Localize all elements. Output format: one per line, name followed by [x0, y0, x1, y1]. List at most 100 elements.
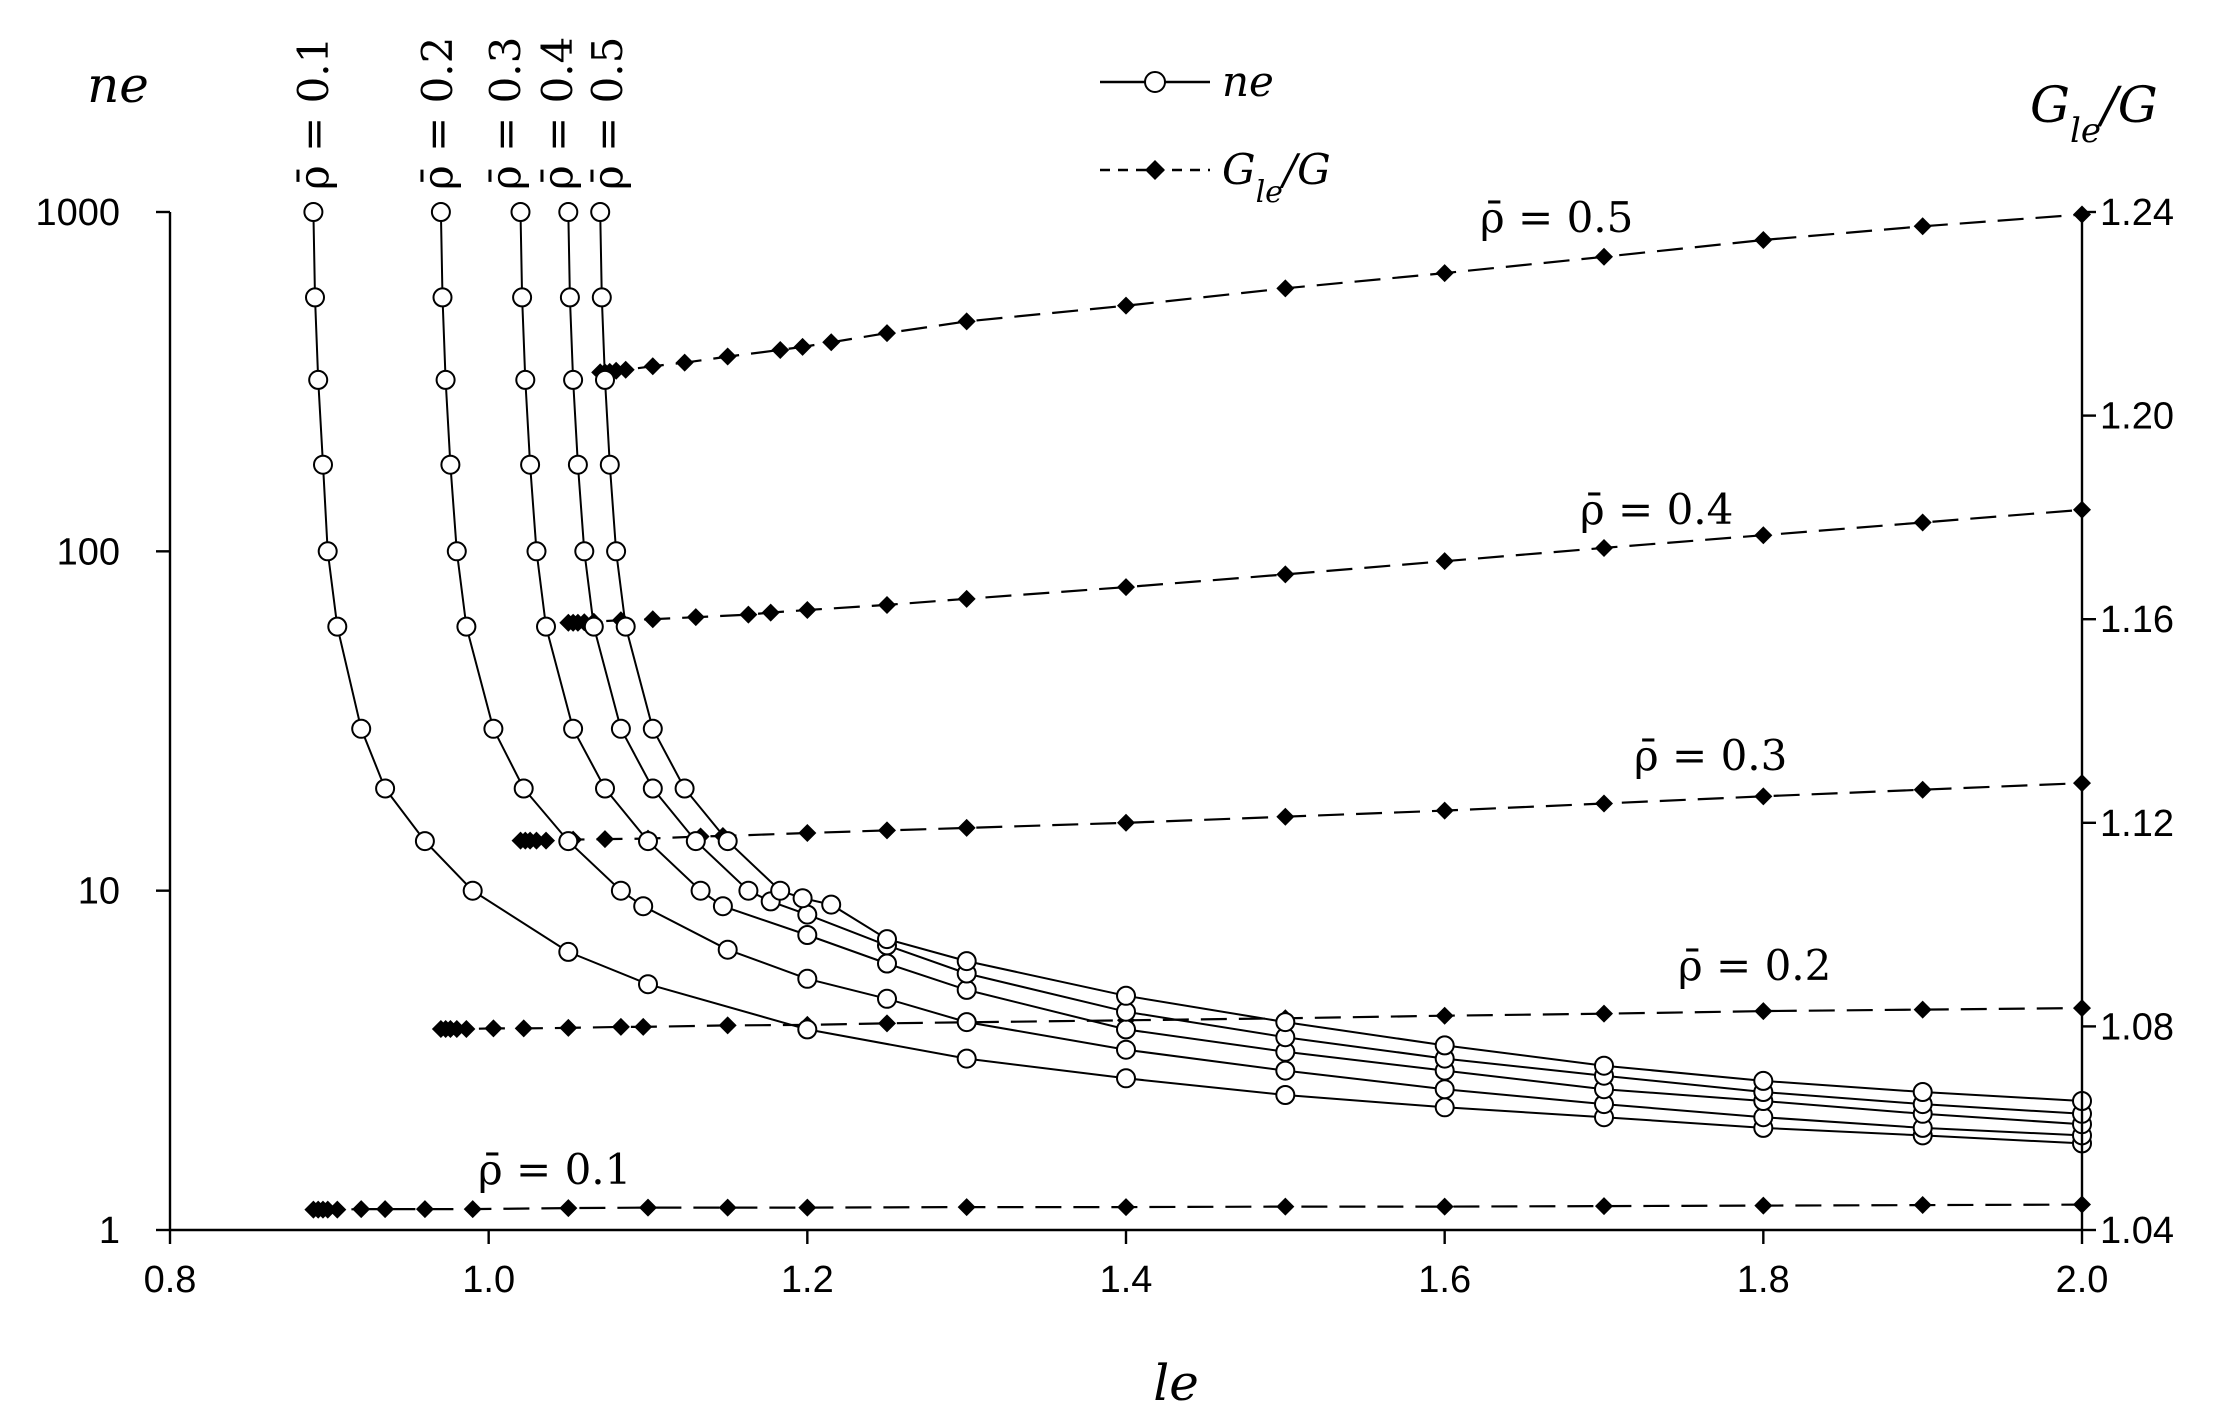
ne-series-point: [563, 718, 584, 739]
ne-series-point: [432, 287, 453, 308]
g-series-point: [1595, 538, 1613, 557]
ne-series-point: [375, 778, 396, 799]
g-series-point: [1595, 1197, 1613, 1216]
ne-series-point: [583, 616, 604, 637]
ne-series-point: [536, 616, 556, 637]
ne-series-point: [591, 287, 612, 308]
y-right-tick-label: 1.24: [2100, 192, 2174, 234]
g-series-point: [822, 333, 841, 352]
ne-series-point: [574, 541, 595, 562]
g-series-point: [761, 603, 780, 622]
y-left-tick-label: 100: [57, 531, 120, 573]
ne-series-point: [642, 718, 663, 739]
g-series-point: [798, 601, 817, 620]
g-series-point: [616, 360, 635, 379]
ne-series-point: [712, 896, 733, 917]
rho-annotation-vertical: ρ̄ = 0.1: [289, 37, 338, 190]
ne-series-point: [770, 880, 791, 901]
g-series-point: [611, 1017, 630, 1036]
ne-series-point: [674, 778, 695, 799]
ne-series-point: [638, 831, 658, 852]
ne-series-point: [1275, 1012, 1296, 1033]
ne-series-point: [599, 454, 620, 475]
ne-series-point: [717, 939, 738, 960]
y-right-title-sub: le: [2070, 111, 2101, 151]
rho-annotation-horizontal: ρ̄ = 0.2: [1678, 941, 1831, 990]
ne-series-point: [956, 1012, 977, 1033]
x-tick-label: 1.8: [1737, 1259, 1790, 1301]
g-series-point: [1754, 230, 1773, 249]
ne-series-point: [526, 541, 547, 562]
ne-series-point: [351, 718, 372, 739]
g-series-point: [675, 353, 694, 372]
g-series-point: [957, 312, 976, 331]
ne-series-point: [877, 953, 897, 974]
g-series-point: [1276, 807, 1295, 826]
ne-series-point: [956, 1048, 977, 1069]
ne-series-point: [1116, 1039, 1136, 1060]
ne-series-point: [305, 287, 325, 308]
g-series-point: [1117, 296, 1135, 315]
ne-series-point: [303, 202, 324, 222]
g-series-point: [718, 1198, 737, 1217]
g-series-point: [718, 1016, 737, 1035]
ne-series-point: [595, 778, 615, 799]
ne-series-point: [1434, 1079, 1455, 1100]
ne-series-point: [1116, 1019, 1136, 1040]
ne-series-line: [519, 211, 2083, 1126]
y-right-title-main: G: [2030, 76, 2070, 134]
ne-series-point: [1116, 1068, 1136, 1089]
annotations: ρ̄ = 0.1 ρ̄ = 0.2 ρ̄ = 0.3 ρ̄ = 0.4 ρ̄ = 0.5…: [289, 37, 1831, 1194]
ne-series-point: [308, 369, 329, 390]
ne-series-point: [1753, 1070, 1774, 1091]
ne-series-point: [690, 880, 711, 901]
ne-series-point: [513, 778, 534, 799]
g-series-point: [957, 589, 976, 608]
g-series-point: [1435, 264, 1454, 283]
ne-series-point: [877, 988, 897, 1009]
y-right-title-tail: /G: [2097, 76, 2158, 134]
ne-series-point: [1912, 1082, 1933, 1102]
g-series-point: [718, 347, 737, 366]
g-series-point: [463, 1200, 482, 1219]
ticks: 0.8 1.0 1.2 1.4 1.6 1.8 2.0 1 10 100 1000 1.04 1.08 1…: [35, 192, 2174, 1301]
g-series-point: [352, 1200, 371, 1219]
ne-series-point: [1594, 1055, 1614, 1076]
g-series-point: [957, 818, 976, 837]
ne-series-point: [440, 454, 461, 475]
ne-series-point: [1275, 1085, 1296, 1105]
g-series-point: [1595, 794, 1613, 813]
ne-series-line: [439, 211, 2083, 1137]
g-series-point: [1435, 1197, 1454, 1216]
g-series-point: [1754, 787, 1773, 806]
ne-series-point: [563, 369, 584, 390]
g-series-point: [1913, 780, 1932, 799]
legend-ne-label: ne: [1222, 57, 1274, 106]
g-series-point: [643, 357, 662, 376]
g-series-point: [878, 595, 896, 614]
ne-series-point: [313, 454, 333, 475]
g-series-point: [1913, 217, 1932, 236]
ne-series-point: [797, 925, 818, 945]
g-series-point: [1435, 801, 1454, 820]
ne-series-line: [312, 211, 2083, 1145]
y-left-tick-label: 1: [99, 1210, 120, 1252]
ne-series-point: [956, 951, 977, 972]
rho-annotation-vertical: ρ̄ = 0.4: [533, 37, 582, 190]
g-series-point: [957, 1198, 976, 1217]
g-series-point: [1435, 1006, 1454, 1025]
g-series-point: [484, 1019, 503, 1038]
y-left-tick-label: 10: [78, 871, 120, 913]
ne-series-point: [435, 369, 456, 390]
ne-series-point: [606, 541, 627, 562]
g-series-point: [878, 821, 896, 840]
ne-series-point: [792, 888, 813, 909]
g-series-line: [313, 1203, 2083, 1211]
ne-series-point: [717, 831, 738, 852]
ne-series-point: [520, 454, 541, 475]
legend: ne Gle/G: [1100, 57, 1331, 210]
g-series-point: [1595, 1004, 1613, 1023]
ne-series-point: [567, 454, 588, 475]
g-series-point: [514, 1019, 533, 1038]
